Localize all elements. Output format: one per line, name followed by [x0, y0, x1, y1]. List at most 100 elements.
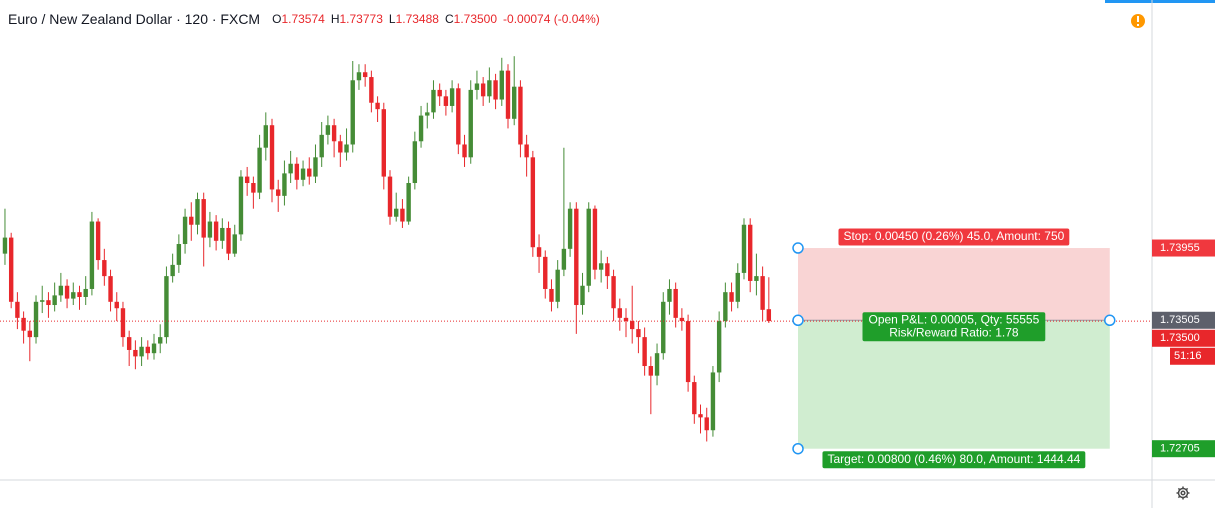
candle-body — [499, 70, 504, 100]
candle-body — [201, 199, 206, 238]
candle-body — [58, 285, 64, 296]
candle-body — [710, 372, 716, 431]
candle-body — [40, 300, 45, 302]
candle-body — [8, 237, 14, 302]
candle-body — [15, 301, 20, 318]
drag-handle[interactable] — [792, 242, 804, 254]
price-label-box — [1152, 311, 1215, 329]
candle-body — [555, 269, 560, 302]
price-label: 1.73505 — [1160, 314, 1200, 326]
drag-handle[interactable] — [792, 442, 804, 455]
candle-body — [164, 276, 169, 338]
candle-body — [766, 309, 772, 322]
candle-body — [307, 168, 312, 177]
candle-body — [716, 321, 722, 373]
ohlc-key: L — [389, 12, 396, 26]
candle-body — [195, 199, 200, 225]
candle-body — [642, 337, 647, 367]
candle-body — [673, 288, 678, 318]
candle-body — [133, 349, 138, 357]
ohlc-key: H — [331, 12, 340, 26]
candle-body — [269, 125, 275, 190]
settings-gear[interactable] — [1176, 486, 1190, 500]
candle-body — [139, 346, 144, 357]
ohlc-key: O — [272, 12, 281, 26]
candle-body — [549, 288, 554, 302]
candle-body — [120, 308, 126, 338]
candle-body — [226, 227, 231, 254]
candle-body — [741, 224, 747, 273]
candle-body — [512, 86, 517, 119]
candle-body — [667, 288, 672, 302]
candle-body — [394, 208, 399, 217]
candle-body — [244, 176, 250, 184]
candle-body — [598, 263, 604, 270]
candle-body — [536, 247, 542, 257]
candle-body — [425, 112, 430, 116]
candle-body — [2, 237, 8, 254]
candle-body — [543, 256, 548, 289]
pnl-label: Open P&L: 0.00005, Qty: 55555 — [868, 312, 1039, 326]
candle-body — [251, 183, 256, 193]
target-label-box — [822, 451, 1086, 469]
candle-body — [611, 276, 616, 309]
drag-handle[interactable] — [792, 314, 804, 327]
overlay-layer: Stop: 0.00450 (0.26%) 45.0, Amount: 750 T… — [0, 228, 1152, 469]
candle-body — [679, 317, 685, 322]
candle-body — [89, 221, 95, 289]
candle-body — [276, 189, 281, 196]
candle-body — [52, 295, 57, 306]
candle-body — [661, 301, 666, 354]
candle-body — [704, 417, 709, 431]
candle-body — [735, 272, 740, 302]
symbol-title: Euro / New Zealand Dollar · 120 · FXCM — [8, 11, 260, 27]
ohlc-value: 1.73574 — [281, 12, 325, 26]
candle-body — [108, 276, 113, 302]
candle-body — [623, 317, 629, 322]
candle-body — [151, 343, 157, 354]
candle-body — [77, 292, 82, 297]
candle-body — [648, 366, 654, 376]
candle-body — [158, 337, 163, 344]
candle-body — [636, 329, 641, 338]
candle-body — [294, 163, 300, 180]
candle-body — [381, 109, 386, 177]
candle-body — [27, 330, 33, 338]
candle-body — [356, 72, 362, 81]
warning-bar — [1137, 16, 1139, 22]
candle-body — [630, 321, 635, 330]
candle-body — [313, 157, 318, 177]
candle-body — [468, 89, 473, 158]
candle-body — [747, 224, 753, 281]
drag-handle[interactable] — [1104, 314, 1116, 327]
candle-body — [505, 70, 511, 119]
candle-body — [760, 276, 765, 310]
candle-body — [83, 288, 88, 297]
stop-label: Stop: 0.00450 (0.26%) 45.0, Amount: 750 — [843, 229, 1064, 243]
candle-body — [449, 88, 455, 106]
axis-layer: 1.73955 1.73505 1.73500 51:16 1.72705 — [1152, 239, 1215, 458]
candle-body — [238, 176, 244, 235]
candle-body — [145, 346, 151, 354]
price-label: 1.73955 — [1160, 242, 1200, 254]
candle-body — [126, 337, 132, 350]
warning-icon[interactable] — [1131, 14, 1145, 28]
candle-body — [350, 80, 355, 145]
candle-body — [375, 102, 380, 110]
ohlc-value: 1.73500 — [454, 12, 498, 26]
candle-body — [170, 264, 175, 277]
candle-body — [530, 157, 536, 248]
candle-body — [387, 176, 393, 217]
countdown-box — [1170, 347, 1215, 365]
candle-body — [443, 96, 449, 106]
candle-body — [338, 141, 343, 153]
candles-layer — [2, 56, 772, 442]
candle-body — [319, 134, 324, 158]
candle-body — [518, 86, 523, 145]
candle-body — [685, 321, 691, 383]
candle-body — [437, 89, 442, 97]
candle-body — [33, 301, 39, 338]
candle-body — [46, 300, 51, 306]
